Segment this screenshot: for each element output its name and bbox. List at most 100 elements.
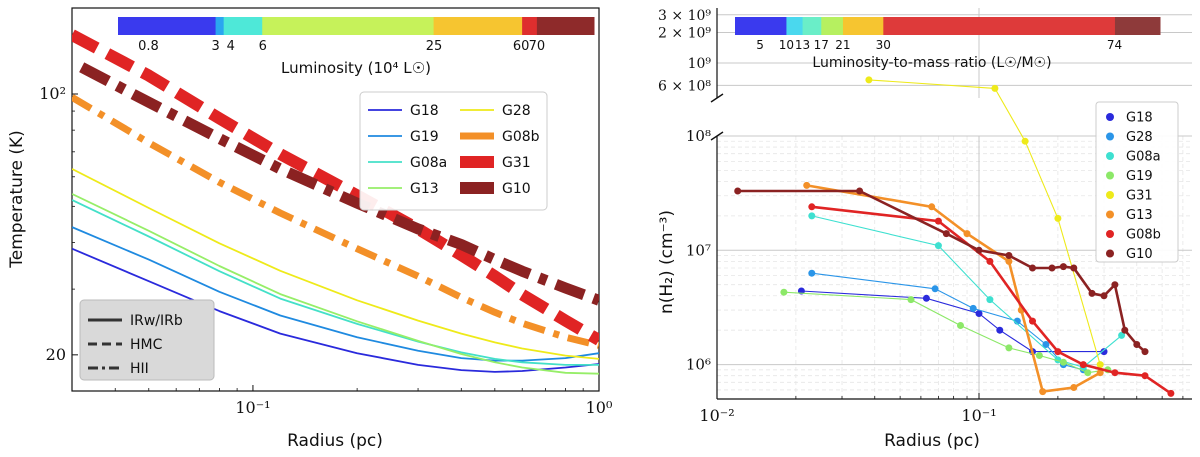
temperature-line-g19	[72, 226, 599, 362]
right-x-tick-label: 10⁻²	[699, 406, 734, 425]
density-point-g31	[991, 84, 999, 92]
density-point-g19	[780, 288, 788, 296]
density-point-g08b	[1054, 348, 1062, 356]
ratio-colorbar-tick-label: 10	[779, 38, 794, 52]
style-legend-label: IRw/IRb	[130, 313, 183, 329]
density-line-g08a	[811, 215, 1122, 368]
density-point-g13	[1096, 369, 1104, 377]
right-legend-marker-g18	[1106, 113, 1114, 121]
luminosity-colorbar-title: Luminosity (10⁴ L☉)	[281, 59, 431, 77]
density-series-g31	[865, 76, 1104, 369]
density-point-g19	[907, 296, 915, 304]
density-point-g13	[803, 181, 811, 189]
ratio-colorbar-segment	[1114, 17, 1161, 35]
right-legend-label-g08a: G08a	[1126, 150, 1161, 165]
density-point-g19	[957, 322, 964, 329]
luminosity-colorbar-segment	[215, 17, 225, 35]
ratio-colorbar-segment	[883, 17, 1116, 35]
right-series-legend: G18 G28 G08a G19 G31 G13 G08b G10	[1095, 101, 1179, 263]
density-point-g13	[1039, 388, 1047, 396]
density-series-g18	[797, 287, 1108, 356]
density-series-g19	[780, 288, 1112, 377]
left-x-tick-label: 10⁰	[586, 398, 613, 417]
density-point-g08a	[934, 242, 942, 250]
density-point-g08b	[1167, 389, 1175, 397]
density-point-g08b	[986, 257, 994, 265]
luminosity-colorbar-segment	[536, 17, 595, 35]
right-legend-label-g13: G13	[1126, 208, 1153, 223]
right-upper-y-tick-label: 3 × 10⁹	[658, 8, 711, 24]
density-series	[734, 76, 1175, 397]
ratio-colorbar-segment	[821, 17, 844, 35]
left-y-tick-label: 20	[46, 345, 66, 364]
density-point-g10	[1100, 292, 1108, 300]
density-point-g08b	[808, 203, 816, 211]
luminosity-colorbar: 0.8 3 4 6 25 60 70	[118, 17, 595, 54]
legend-label-g19: G19	[410, 129, 439, 145]
right-legend-marker-g13	[1106, 210, 1114, 219]
density-point-g08a	[1118, 331, 1126, 339]
density-line-g18	[801, 290, 1104, 353]
density-point-g31	[1054, 214, 1062, 222]
density-point-g13	[1005, 257, 1013, 265]
density-panel: 10⁻² 10⁻¹ 10⁶ 10⁷ 10⁸ 6 × 10⁸ 10⁹ 2 × 10⁹ 3 × 10…	[657, 8, 1192, 451]
density-line-g19	[783, 291, 1108, 374]
left-x-tick-label: 10⁻¹	[235, 398, 270, 417]
density-point-g10	[942, 230, 950, 238]
luminosity-colorbar-tick-label: 25	[426, 39, 443, 54]
density-point-g10	[1133, 341, 1141, 348]
legend-label-g28: G28	[502, 103, 531, 119]
ratio-colorbar-segment	[735, 17, 787, 35]
right-legend-label-g28: G28	[1126, 130, 1153, 145]
density-point-g10	[1029, 264, 1036, 272]
left-x-axis-label: Radius (pc)	[287, 431, 383, 451]
ratio-colorbar: 5 10 13 17 21 30 74	[735, 17, 1161, 52]
legend-label-g13: G13	[410, 181, 439, 197]
ratio-colorbar-tick-label: 21	[835, 38, 850, 52]
axis-break-mark-upper	[710, 93, 724, 103]
right-legend-label-g08b: G08b	[1126, 228, 1161, 243]
right-legend-label-g10: G10	[1126, 247, 1153, 262]
density-point-g10	[1059, 263, 1067, 271]
ratio-colorbar-segment	[786, 17, 804, 35]
temperature-line-g13	[72, 193, 599, 375]
density-series-g08a	[808, 212, 1126, 371]
density-point-g10	[1005, 252, 1013, 259]
density-point-g28	[931, 285, 939, 293]
temperature-lines	[72, 29, 599, 375]
density-point-g18	[1100, 348, 1108, 356]
density-point-g10	[1141, 348, 1149, 356]
left-y-axis-label: Temperature (K)	[7, 130, 27, 269]
right-legend-marker-g31	[1106, 191, 1114, 199]
density-point-g08b	[1029, 317, 1036, 325]
density-point-g10	[1121, 326, 1129, 334]
ratio-colorbar-tick-label: 13	[795, 38, 810, 52]
right-legend-marker-g28	[1106, 132, 1114, 141]
density-point-g28	[1042, 341, 1050, 348]
ratio-colorbar-segment	[802, 17, 822, 35]
right-y-tick-label: 10⁶	[686, 356, 711, 374]
density-point-g10	[975, 246, 983, 254]
temperature-line-g31	[72, 29, 599, 346]
density-point-g10	[856, 187, 864, 195]
density-point-g13	[928, 203, 936, 211]
temperature-panel: 0.8 3 4 6 25 60 70 Luminosity (10⁴ L☉) 10⁻¹ 10⁰…	[7, 7, 613, 451]
density-point-g18	[922, 294, 930, 302]
temperature-line-g08b	[72, 94, 599, 349]
right-y-tick-label: 10⁸	[686, 127, 711, 145]
right-upper-y-tick-label: 6 × 10⁸	[658, 78, 711, 94]
right-legend-label-g19: G19	[1126, 169, 1153, 184]
right-legend-marker-g08b	[1106, 230, 1114, 238]
style-legend-label: HII	[130, 361, 149, 377]
density-point-g18	[975, 310, 983, 317]
legend-label-g10: G10	[502, 181, 531, 197]
density-point-g19	[1059, 358, 1067, 366]
density-point-g10	[1111, 281, 1119, 289]
ratio-colorbar-title: Luminosity-to-mass ratio (L☉/M☉)	[812, 55, 1051, 71]
legend-label-g18: G18	[410, 103, 439, 119]
left-style-legend: IRw/IRb HMC HII	[79, 299, 215, 381]
right-upper-y-tick-label: 2 × 10⁹	[658, 26, 711, 42]
left-series-legend: G18 G19 G08a G13 G28 G08b G31 G10	[359, 91, 548, 211]
density-series-g10	[734, 187, 1149, 356]
